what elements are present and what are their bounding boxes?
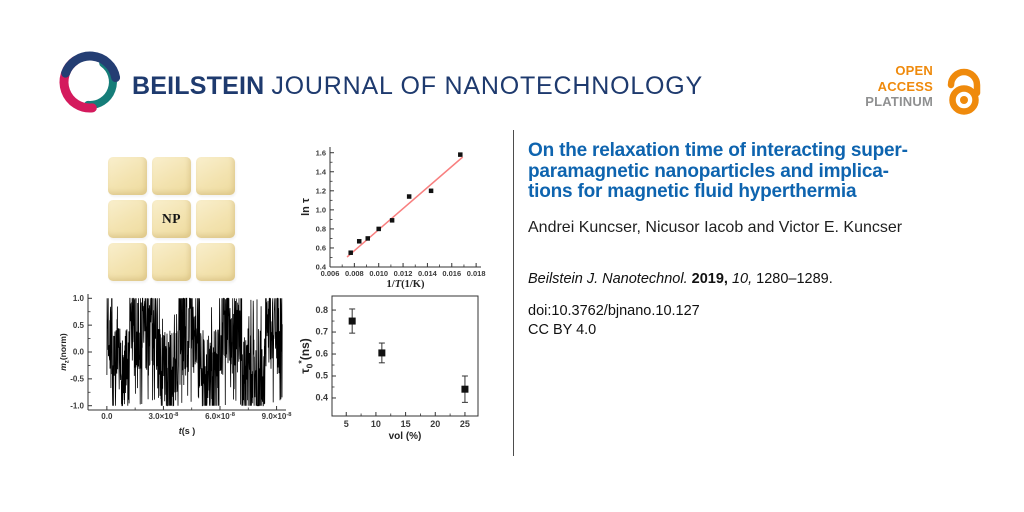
svg-text:0.008: 0.008 [345,269,364,278]
lock-keyhole-dot [960,96,968,104]
svg-text:1/T(1/K): 1/T(1/K) [387,279,425,290]
np-text: NP [162,211,181,226]
np-square [108,200,147,238]
citation-volume: 10, [731,271,753,287]
svg-text:-1.0: -1.0 [70,401,84,410]
svg-text:-0.5: -0.5 [70,375,84,384]
svg-text:3.0×10-8: 3.0×10-8 [148,412,179,421]
article-title: On the relaxation time of interacting su… [528,140,908,203]
lock-shackle [947,68,981,97]
svg-text:0.6: 0.6 [315,349,328,359]
svg-text:0.014: 0.014 [418,269,438,278]
arrhenius-relaxation-plot: 0.006 0.008 0.010 0.012 0.014 0.016 0.018 0.4 0.… [300,147,486,290]
brand-name: BEILSTEIN [132,72,265,100]
svg-text:0.0: 0.0 [101,412,113,421]
svg-text:0.4: 0.4 [315,393,328,403]
svg-text:0.8: 0.8 [315,305,328,315]
svg-text:0.7: 0.7 [315,327,328,337]
svg-text:1.2: 1.2 [316,187,326,196]
open-access-line1: OPEN [895,63,933,78]
np-square [152,243,191,281]
svg-text:vol (%): vol (%) [389,431,422,442]
np-square [108,243,147,281]
svg-text:0.8: 0.8 [316,225,326,234]
svg-text:0.006: 0.006 [321,269,340,278]
np-square [196,157,235,195]
citation-journal: Beilstein J. Nanotechnol. [528,271,688,287]
np-square [196,243,235,281]
nanoparticle-grid-image: NP [108,157,235,281]
svg-text:9.0×10-8: 9.0×10-8 [262,412,292,421]
title-line-2: paramagnetic nanoparticles and implica- [528,160,889,182]
svg-text:10: 10 [371,419,381,429]
svg-text:τ0*(ns): τ0*(ns) [296,338,314,374]
citation-year: 2019, [691,271,728,287]
svg-text:0.010: 0.010 [369,269,388,278]
np-square [108,157,147,195]
svg-text:ln τ: ln τ [300,198,312,216]
svg-text:0.6: 0.6 [316,244,326,253]
open-access-label: OPEN ACCESS PLATINUM [800,63,933,110]
svg-text:6.0×10-8: 6.0×10-8 [205,412,236,421]
platinum-label: PLATINUM [865,94,933,109]
title-line-3: tions for magnetic fluid hyperthermia [528,181,857,202]
svg-text:0.5: 0.5 [315,371,328,381]
svg-text:t(s ): t(s ) [179,426,196,436]
np-square [196,200,235,238]
svg-text:mz(norm): mz(norm) [58,333,70,371]
svg-text:15: 15 [401,419,411,429]
open-access-line2: ACCESS [877,78,933,94]
lock-body-ring [949,85,979,115]
author-list: Andrei Kuncser, Nicusor Iacob and Victor… [528,219,903,236]
svg-text:1.0: 1.0 [73,294,85,303]
svg-text:20: 20 [430,419,440,429]
svg-text:0.012: 0.012 [394,269,413,278]
journal-name: JOURNAL OF NANOTECHNOLOGY [271,72,703,100]
journal-wordmark: BEILSTEIN JOURNAL OF NANOTECHNOLOGY [132,72,703,101]
beilstein-swirl-logo [59,51,121,113]
svg-text:0.016: 0.016 [442,269,461,278]
np-square [152,157,191,195]
np-square-center: NP [152,200,191,238]
doi-text: doi:10.3762/bjnano.10.127 [528,303,700,319]
open-access-lock-icon [947,68,981,115]
logo-navy-arc [61,51,121,82]
title-line-1: On the relaxation time of interacting su… [528,140,908,161]
svg-text:25: 25 [460,419,470,429]
magnetization-time-plot: 0.0 3.0×10-8 6.0×10-8 9.0×10-8 -1.0 -0.5 0.0 0.… [58,294,292,436]
citation-pages: 1280–1289. [756,271,833,287]
citation-line: Beilstein J. Nanotechnol. 2019, 10, 1280… [528,271,833,287]
svg-text:1.6: 1.6 [316,148,326,157]
svg-text:5: 5 [344,419,349,429]
svg-text:0.4: 0.4 [316,263,327,272]
vertical-divider [513,130,514,456]
svg-text:0.0: 0.0 [73,348,85,357]
license-text: CC BY 4.0 [528,322,597,338]
svg-text:0.018: 0.018 [467,269,486,278]
svg-text:0.5: 0.5 [73,321,85,330]
svg-text:1.4: 1.4 [316,167,327,176]
svg-text:1.0: 1.0 [316,206,326,215]
tau0-vs-volume-plot: 5 10 15 20 25 0.4 0.5 0.6 0.7 0.8 vol (%) τ0*(ns) [296,295,479,442]
